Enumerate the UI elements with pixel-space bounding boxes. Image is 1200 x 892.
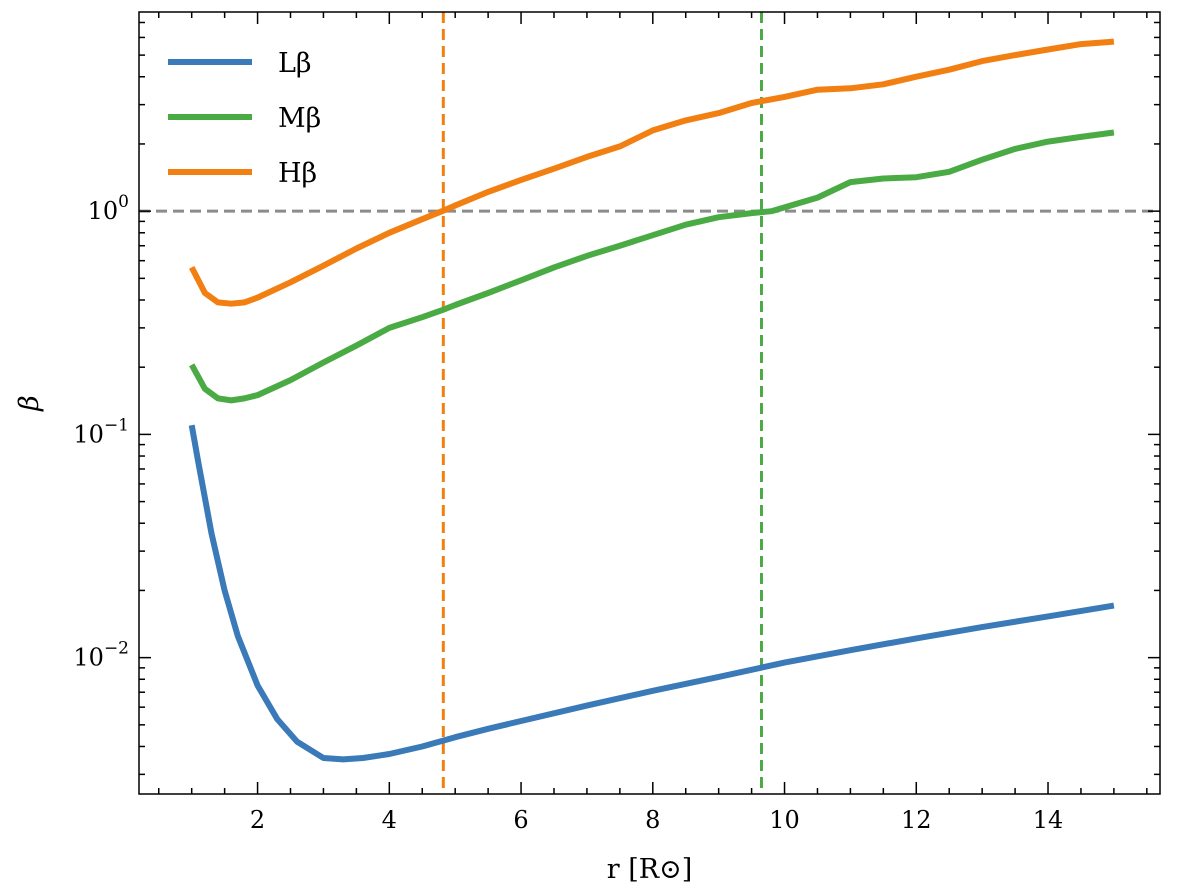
y-tick-label: 10−1 (73, 415, 129, 448)
y-tick-label: 100 (88, 192, 129, 225)
x-tick-label: 10 (769, 806, 800, 834)
y-tick-label: 10−2 (73, 639, 129, 672)
series-line-0 (188, 424, 1115, 763)
x-tick-label: 4 (382, 806, 397, 834)
y-axis-label: β (14, 395, 45, 412)
x-tick-label: 2 (250, 806, 265, 834)
legend: Lβ Mβ Hβ (168, 48, 321, 189)
x-tick-label: 12 (901, 806, 932, 834)
axis-ticks: 2 4 6 8 10 12 14 10−2 10−1 100 (73, 12, 1160, 834)
x-tick-label: 8 (645, 806, 660, 834)
series-line-2 (189, 38, 1115, 307)
x-axis-label: r [R⊙] (607, 854, 693, 885)
reference-lines (139, 12, 1160, 794)
legend-label-1: Mβ (278, 103, 321, 134)
x-tick-label: 14 (1033, 806, 1064, 834)
legend-label-0: Lβ (278, 48, 312, 79)
series-line-1 (189, 129, 1115, 404)
plot-frame (138, 11, 1161, 795)
legend-label-2: Hβ (278, 158, 317, 189)
series-lines (188, 38, 1115, 763)
x-tick-label: 6 (513, 806, 528, 834)
